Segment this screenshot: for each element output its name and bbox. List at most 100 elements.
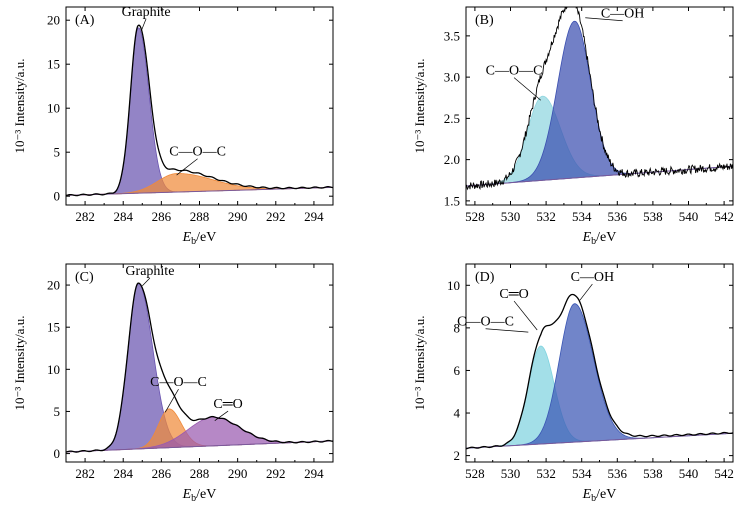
x-tick-label: 538 — [643, 209, 663, 224]
panel-a: 282 284 286 288 290 292 294 0 5 10 15 20 10⁻³ Intens… — [12, 5, 334, 247]
axes-frame-a — [65, 6, 334, 206]
x-tick-label: 282 — [75, 466, 95, 481]
y-tick-label: 2 — [454, 448, 461, 463]
x-tick-label: 540 — [679, 466, 699, 481]
plot-area-a — [66, 24, 333, 197]
annotation-leader — [513, 77, 541, 101]
x-tick-label: 292 — [266, 466, 286, 481]
peak-annotation: C—OH — [571, 270, 615, 285]
y-tick-label: 2.5 — [444, 111, 460, 126]
x-tick-label: 286 — [152, 466, 172, 481]
y-tick-label: 2.0 — [444, 152, 460, 167]
peak-annotation: C—O—C — [486, 64, 543, 79]
x-tick-label: 536 — [608, 466, 628, 481]
peak-a-1 — [66, 27, 333, 196]
y-tick-label: 20 — [47, 13, 60, 28]
peak-annotation: C—O—C — [457, 315, 514, 330]
x-tick-label: 294 — [304, 466, 324, 481]
x-tick-label: 542 — [714, 466, 734, 481]
x-tick-label: 540 — [679, 209, 699, 224]
x-tick-label: 534 — [572, 466, 592, 481]
y-tick-label: 0 — [54, 446, 61, 461]
envelope-curve-d — [466, 293, 733, 450]
envelope-curve-a — [66, 24, 333, 197]
y-tick-label: 20 — [47, 278, 60, 293]
panel-label: (A) — [75, 13, 95, 28]
background-line-d — [466, 432, 733, 449]
x-axis-label: Eb/eV — [182, 487, 217, 504]
annotation-leader — [176, 158, 198, 176]
annotation-leader — [485, 328, 529, 333]
x-tick-label: 292 — [266, 209, 286, 224]
peak-annotation: C═O — [499, 287, 528, 302]
x-tick-label: 542 — [714, 209, 734, 224]
x-tick-label: 530 — [501, 466, 521, 481]
y-axis-label: 10⁻³ Intensity/a.u. — [12, 59, 27, 154]
annotation-leader — [141, 18, 147, 31]
x-tick-label: 290 — [228, 466, 248, 481]
peak-a-2 — [66, 173, 333, 196]
peak-annotation: Graphite — [125, 264, 174, 279]
x-tick-label: 288 — [190, 466, 210, 481]
peak-b-2 — [466, 20, 733, 187]
x-tick-label: 286 — [152, 209, 172, 224]
x-axis-label: Eb/eV — [582, 487, 617, 504]
x-tick-label: 532 — [536, 466, 556, 481]
annotation-leader — [579, 283, 593, 301]
x-tick-label: 284 — [113, 466, 133, 481]
x-tick-label: 282 — [75, 209, 95, 224]
x-axis-label: Eb/eV — [582, 230, 617, 247]
plot-area-c — [66, 282, 333, 453]
background-line-a — [66, 186, 333, 196]
y-tick-label: 15 — [47, 320, 60, 335]
x-tick-label: 288 — [190, 209, 210, 224]
plot-area-b — [466, 7, 733, 191]
y-axis-label: 10⁻³ Intensity/a.u. — [412, 59, 427, 154]
x-tick-label: 294 — [304, 209, 324, 224]
plot-area-d — [466, 293, 733, 450]
x-tick-label: 284 — [113, 209, 133, 224]
y-tick-label: 1.5 — [444, 193, 460, 208]
annotation-leader — [585, 17, 623, 22]
y-tick-label: 10 — [47, 362, 60, 377]
y-tick-label: 8 — [454, 320, 461, 335]
panel-b: 528 530 532 534 536 538 540 542 1.5 2.0 2.5 3.0 3.5 1… — [412, 6, 734, 247]
y-tick-label: 15 — [47, 57, 60, 72]
y-tick-label: 6 — [454, 363, 461, 378]
y-tick-label: 5 — [54, 404, 61, 419]
panel-d: 528 530 532 534 536 538 540 542 2 4 6 8 10 10⁻³ Inten… — [412, 263, 734, 504]
x-tick-label: 290 — [228, 209, 248, 224]
background-line-b — [466, 165, 733, 187]
annotation-leader — [142, 277, 151, 287]
y-tick-label: 0 — [54, 189, 61, 204]
x-tick-label: 528 — [465, 209, 485, 224]
x-tick-label: 532 — [536, 209, 556, 224]
x-axis-label: Eb/eV — [182, 230, 217, 247]
x-tick-label: 534 — [572, 209, 592, 224]
raw-spectrum-b — [466, 7, 733, 191]
y-tick-label: 5 — [54, 145, 61, 160]
peak-annotation: C═O — [213, 397, 242, 412]
annotation-leader — [164, 388, 179, 413]
peak-annotation: C—OH — [601, 7, 645, 22]
peak-annotation: C—O—C — [169, 145, 226, 160]
annotation-leader — [214, 410, 229, 421]
background-line-c — [66, 440, 333, 453]
envelope-curve-c — [66, 282, 333, 453]
x-tick-label: 536 — [608, 209, 628, 224]
y-axis-label: 10⁻³ Intensity/a.u. — [412, 316, 427, 411]
y-axis-label: 10⁻³ Intensity/a.u. — [12, 316, 27, 411]
panel-c: 282 284 286 288 290 292 294 0 5 10 15 20 10⁻³ Intens… — [12, 263, 334, 504]
annotation-leader — [513, 300, 538, 331]
y-tick-label: 3.0 — [444, 70, 460, 85]
y-tick-label: 3.5 — [444, 28, 460, 43]
y-tick-label: 4 — [454, 406, 461, 421]
x-tick-label: 538 — [643, 466, 663, 481]
panel-label: (B) — [475, 13, 494, 28]
panel-label: (C) — [75, 270, 94, 285]
panel-label: (D) — [475, 270, 495, 285]
y-tick-label: 10 — [447, 278, 460, 293]
y-tick-label: 10 — [47, 101, 60, 116]
peak-annotation: Graphite — [122, 5, 171, 20]
